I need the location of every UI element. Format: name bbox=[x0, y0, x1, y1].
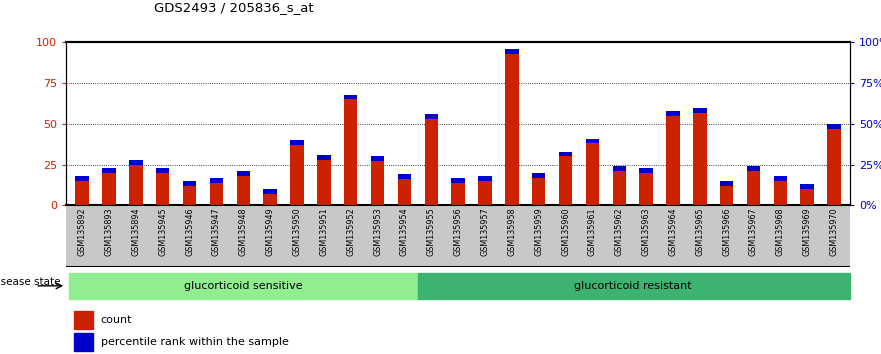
Bar bbox=[747, 166, 760, 171]
Text: GSM135969: GSM135969 bbox=[803, 207, 811, 256]
Bar bbox=[183, 181, 196, 186]
Bar bbox=[74, 311, 93, 329]
Bar bbox=[210, 178, 223, 183]
Text: glucorticoid resistant: glucorticoid resistant bbox=[574, 281, 692, 291]
Bar bbox=[76, 181, 89, 205]
Bar bbox=[210, 183, 223, 205]
Text: GSM135967: GSM135967 bbox=[749, 207, 758, 256]
Text: count: count bbox=[100, 315, 132, 325]
Bar bbox=[451, 178, 465, 183]
Bar bbox=[720, 181, 733, 186]
Bar bbox=[801, 184, 814, 189]
Bar bbox=[291, 140, 304, 145]
Bar bbox=[425, 119, 438, 205]
Bar bbox=[774, 176, 787, 181]
Bar bbox=[183, 186, 196, 205]
Bar bbox=[586, 143, 599, 205]
Bar bbox=[801, 189, 814, 205]
Text: GSM135946: GSM135946 bbox=[185, 207, 194, 256]
Bar bbox=[720, 186, 733, 205]
Text: GSM135959: GSM135959 bbox=[534, 207, 544, 256]
Bar bbox=[291, 145, 304, 205]
Text: GSM135957: GSM135957 bbox=[480, 207, 490, 256]
Text: GSM135955: GSM135955 bbox=[426, 207, 436, 256]
Bar bbox=[418, 273, 850, 299]
Text: glucorticoid sensitive: glucorticoid sensitive bbox=[184, 281, 302, 291]
Bar bbox=[612, 166, 626, 171]
Bar bbox=[640, 173, 653, 205]
Bar bbox=[666, 111, 679, 116]
Text: GSM135970: GSM135970 bbox=[830, 207, 839, 256]
Text: GSM135966: GSM135966 bbox=[722, 207, 731, 256]
Text: GSM135960: GSM135960 bbox=[561, 207, 570, 256]
Bar bbox=[451, 183, 465, 205]
Bar bbox=[505, 49, 519, 54]
Text: GSM135950: GSM135950 bbox=[292, 207, 301, 256]
Bar bbox=[586, 138, 599, 143]
Bar bbox=[317, 160, 330, 205]
Text: GSM135958: GSM135958 bbox=[507, 207, 516, 256]
Bar bbox=[693, 113, 707, 205]
Text: GSM135961: GSM135961 bbox=[588, 207, 597, 256]
Text: disease state: disease state bbox=[0, 277, 61, 287]
Bar bbox=[76, 176, 89, 181]
Text: percentile rank within the sample: percentile rank within the sample bbox=[100, 337, 288, 347]
Bar bbox=[505, 54, 519, 205]
Bar bbox=[344, 95, 358, 99]
Bar bbox=[237, 176, 250, 205]
Text: GSM135892: GSM135892 bbox=[78, 207, 86, 256]
Bar bbox=[640, 168, 653, 173]
Bar bbox=[344, 99, 358, 205]
Text: GSM135952: GSM135952 bbox=[346, 207, 355, 256]
Bar bbox=[130, 160, 143, 165]
Bar bbox=[371, 161, 384, 205]
Text: GSM135951: GSM135951 bbox=[319, 207, 329, 256]
Bar bbox=[559, 156, 573, 205]
Bar bbox=[666, 116, 679, 205]
Bar bbox=[263, 189, 277, 194]
Text: GSM135949: GSM135949 bbox=[266, 207, 275, 256]
Text: GSM135963: GSM135963 bbox=[641, 207, 650, 256]
Bar bbox=[102, 173, 115, 205]
Text: GSM135962: GSM135962 bbox=[615, 207, 624, 256]
Text: GSM135945: GSM135945 bbox=[159, 207, 167, 256]
Bar bbox=[102, 168, 115, 173]
Text: GSM135894: GSM135894 bbox=[131, 207, 140, 256]
Bar bbox=[69, 273, 418, 299]
Bar bbox=[827, 129, 840, 205]
Text: GDS2493 / 205836_s_at: GDS2493 / 205836_s_at bbox=[154, 1, 314, 14]
Bar bbox=[371, 156, 384, 161]
Text: GSM135965: GSM135965 bbox=[695, 207, 704, 256]
Bar bbox=[532, 173, 545, 178]
Bar bbox=[774, 181, 787, 205]
Bar bbox=[237, 171, 250, 176]
Text: GSM135956: GSM135956 bbox=[454, 207, 463, 256]
Bar bbox=[532, 178, 545, 205]
Bar bbox=[317, 155, 330, 160]
Bar bbox=[559, 152, 573, 156]
Bar bbox=[827, 124, 840, 129]
Bar bbox=[612, 171, 626, 205]
Bar bbox=[74, 333, 93, 351]
Bar bbox=[425, 114, 438, 119]
Bar bbox=[156, 173, 169, 205]
Text: GSM135954: GSM135954 bbox=[400, 207, 409, 256]
Text: GSM135953: GSM135953 bbox=[373, 207, 382, 256]
Bar bbox=[156, 168, 169, 173]
Text: GSM135893: GSM135893 bbox=[105, 207, 114, 256]
Bar bbox=[397, 179, 411, 205]
Bar bbox=[747, 171, 760, 205]
Bar bbox=[693, 108, 707, 113]
Bar bbox=[397, 175, 411, 179]
Text: GSM135968: GSM135968 bbox=[776, 207, 785, 256]
Bar bbox=[263, 194, 277, 205]
Bar bbox=[130, 165, 143, 205]
Bar bbox=[478, 176, 492, 181]
Bar bbox=[478, 181, 492, 205]
Text: GSM135948: GSM135948 bbox=[239, 207, 248, 256]
Text: GSM135947: GSM135947 bbox=[212, 207, 221, 256]
Text: GSM135964: GSM135964 bbox=[669, 207, 677, 256]
